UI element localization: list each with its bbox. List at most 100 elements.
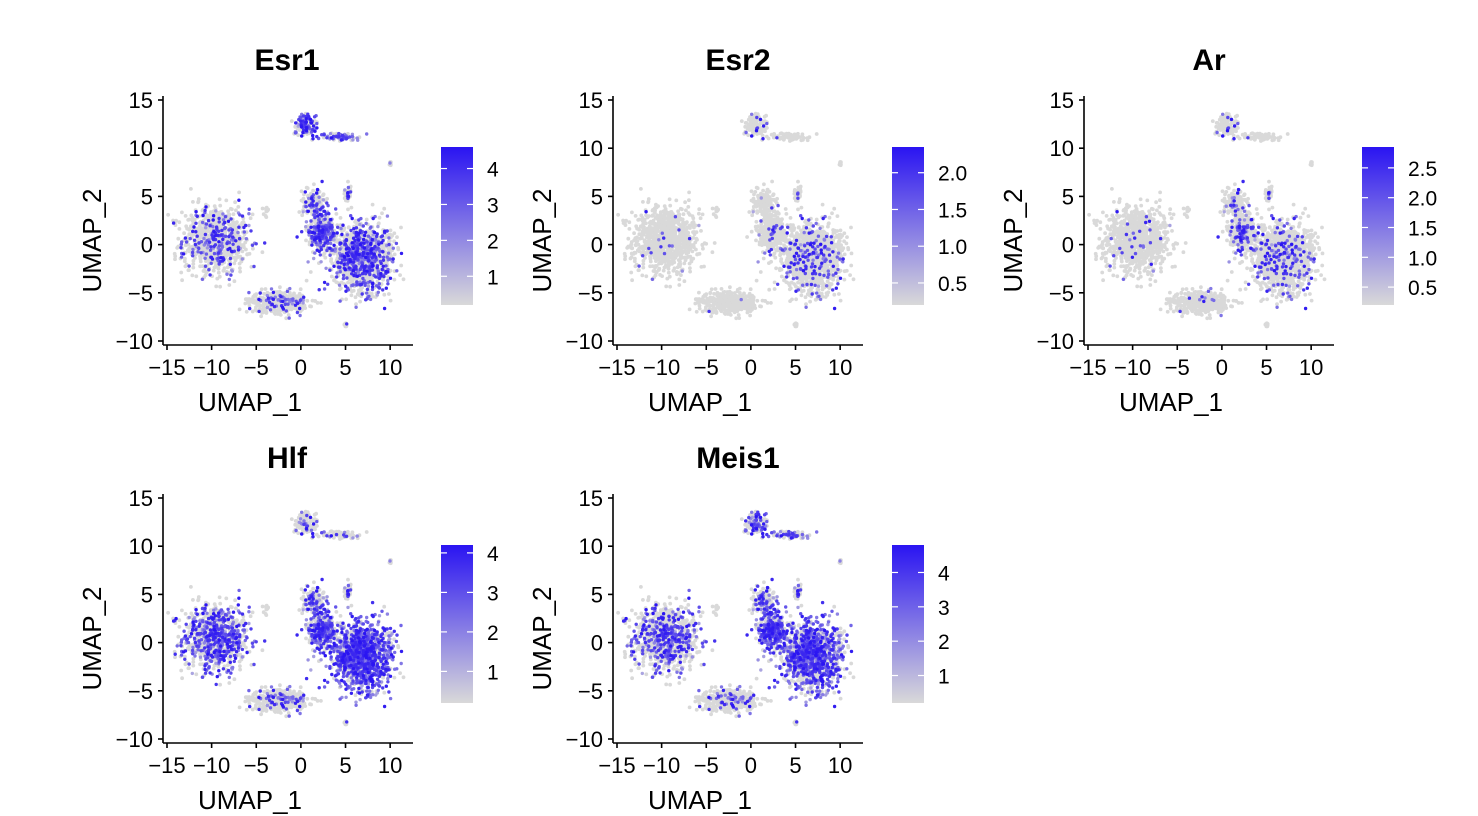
cell-point (627, 220, 632, 225)
cell-point (285, 289, 290, 294)
cell-point (371, 216, 375, 221)
cell-point (182, 231, 187, 236)
cell-point (358, 299, 362, 304)
cell-point (355, 274, 360, 278)
cell-point (199, 251, 203, 255)
cell-point (289, 119, 294, 123)
cell-point (191, 262, 196, 266)
cell-point (746, 302, 751, 307)
cell-point (192, 225, 196, 229)
cell-point (315, 187, 320, 192)
cell-point (652, 228, 657, 232)
cell-point (750, 213, 755, 218)
cell-point (328, 246, 332, 250)
cell-point (690, 214, 695, 219)
cell-point (318, 238, 322, 242)
cell-point (663, 226, 668, 231)
cell-point (318, 253, 322, 257)
cell-point (312, 182, 316, 187)
x-tick-label: −10 (193, 355, 230, 380)
colorbar-tick-label: 2 (487, 230, 499, 253)
cell-point (287, 316, 291, 320)
cell-point (362, 269, 366, 273)
cell-point (748, 287, 753, 292)
cell-point (342, 262, 346, 267)
cell-point (329, 274, 334, 279)
cell-point (784, 134, 789, 139)
cell-point (311, 124, 316, 128)
cell-point (379, 271, 383, 276)
cell-point (215, 276, 220, 281)
cell-point (695, 237, 699, 242)
cell-point (234, 208, 238, 213)
cell-point (299, 125, 304, 129)
cell-point (179, 255, 184, 259)
cell-point (196, 250, 200, 254)
x-tick-label: 10 (378, 355, 402, 380)
cell-point (708, 297, 713, 302)
cell-point (355, 280, 359, 284)
cell-point (636, 227, 641, 232)
cell-point (309, 196, 314, 201)
cell-point (311, 137, 315, 141)
cell-point (261, 305, 266, 309)
cell-point (193, 242, 198, 247)
cell-point (359, 288, 363, 292)
cell-point (304, 125, 309, 130)
cell-point (201, 213, 205, 218)
cell-point (232, 261, 237, 266)
cell-point (628, 256, 633, 261)
cell-point (648, 256, 653, 260)
cell-point (662, 221, 667, 226)
cell-point (647, 237, 651, 241)
cell-point (652, 242, 657, 247)
cell-point (674, 248, 679, 253)
cell-point (232, 279, 237, 284)
cell-point (338, 299, 342, 303)
cell-point (318, 220, 323, 224)
cell-point (333, 247, 337, 251)
cell-point (667, 216, 671, 221)
colorbar-tick-label: 3 (487, 194, 499, 217)
cell-point (315, 134, 319, 139)
cell-point (644, 243, 649, 247)
cell-point (264, 310, 269, 314)
cell-point (751, 119, 756, 123)
cell-point (249, 265, 254, 269)
cell-point (331, 231, 336, 235)
cell-point (225, 241, 229, 246)
cell-point (191, 265, 196, 270)
cell-point (219, 225, 224, 230)
cell-point (677, 277, 682, 282)
cell-point (315, 191, 319, 195)
cell-point (186, 268, 191, 273)
cell-point (319, 260, 323, 264)
cell-point (258, 291, 262, 295)
cell-point (358, 222, 362, 227)
cell-point (668, 284, 672, 289)
cell-point (194, 210, 198, 214)
cell-point (236, 248, 241, 252)
cell-point (357, 252, 361, 257)
cell-point (709, 287, 714, 292)
cell-point (304, 220, 309, 224)
cell-point (381, 255, 386, 259)
cell-point (687, 307, 692, 312)
cell-point (173, 254, 178, 259)
cell-point (796, 179, 800, 184)
cell-point (335, 231, 339, 235)
cell-point (681, 224, 686, 228)
cell-point (344, 238, 349, 242)
cell-point (713, 297, 718, 302)
cell-point (668, 203, 673, 208)
cell-point (293, 124, 298, 129)
cell-point (366, 252, 370, 256)
cell-point (240, 249, 245, 254)
cell-point (633, 264, 638, 269)
cell-point (271, 297, 275, 301)
cell-point (372, 230, 377, 235)
cell-point (370, 285, 375, 289)
cell-point (664, 284, 669, 289)
cell-point (343, 242, 348, 246)
